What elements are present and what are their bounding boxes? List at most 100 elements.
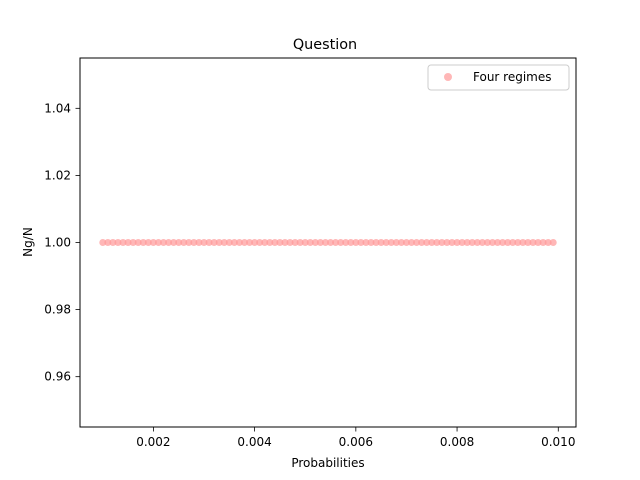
scatter-point [301,239,309,246]
scatter-point [483,239,491,246]
legend-marker [444,73,452,81]
scatter-point [251,239,259,246]
scatter-point [205,239,213,246]
scatter-series-four-regimes [99,239,557,246]
scatter-point [286,239,294,246]
scatter-point [438,239,446,246]
scatter-point [534,239,542,246]
scatter-point [519,239,527,246]
scatter-point [240,239,248,246]
scatter-point [154,239,162,246]
scatter-point [514,239,522,246]
scatter-point [256,239,264,246]
scatter-point [488,239,496,246]
scatter-point [382,239,390,246]
scatter-point [235,239,243,246]
x-tick-label: 0.004 [237,435,271,449]
scatter-point [408,239,416,246]
scatter-point [220,239,228,246]
scatter-point [306,239,314,246]
scatter-point [99,239,107,246]
scatter-point [165,239,173,246]
x-axis-ticks: 0.002 0.004 0.006 0.008 0.010 [136,427,575,449]
scatter-point [468,239,476,246]
x-tick-label: 0.008 [440,435,474,449]
x-tick-label: 0.006 [339,435,373,449]
x-tick-label: 0.002 [136,435,170,449]
scatter-point [271,239,279,246]
y-tick-label: 0.96 [44,370,71,384]
scatter-point [160,239,168,246]
scatter-point [473,239,481,246]
scatter-point [296,239,304,246]
scatter-point [134,239,142,246]
y-tick-label: 1.04 [44,101,71,115]
scatter-point [246,239,254,246]
scatter-point [509,239,517,246]
scatter-point [443,239,451,246]
scatter-point [524,239,532,246]
scatter-point [215,239,223,246]
scatter-point [357,239,365,246]
scatter-point [200,239,208,246]
scatter-point [291,239,299,246]
scatter-point [402,239,410,246]
scatter-point [397,239,405,246]
scatter-point [367,239,375,246]
scatter-point [311,239,319,246]
scatter-point [337,239,345,246]
y-axis-ticks: 0.96 0.98 1.00 1.02 1.04 [44,101,80,384]
scatter-point [347,239,355,246]
scatter-point [170,239,178,246]
scatter-point [327,239,335,246]
y-tick-label: 1.00 [44,236,71,250]
x-tick-label: 0.010 [541,435,575,449]
scatter-point [180,239,188,246]
scatter-point [144,239,152,246]
scatter-point [175,239,183,246]
scatter-point [494,239,502,246]
scatter-point [433,239,441,246]
y-tick-label: 1.02 [44,168,71,182]
scatter-point [139,239,147,246]
y-axis-label: Ng/N [21,227,35,257]
scatter-point [499,239,507,246]
scatter-point [352,239,360,246]
legend-label: Four regimes [473,70,552,84]
y-tick-label: 0.98 [44,303,71,317]
scatter-point [549,239,557,246]
scatter-point [428,239,436,246]
scatter-point [124,239,132,246]
x-axis-label: Probabilities [291,456,364,470]
scatter-point [362,239,370,246]
scatter-point [413,239,421,246]
scatter-point [387,239,395,246]
scatter-point [423,239,431,246]
scatter-point [119,239,127,246]
scatter-point [377,239,385,246]
scatter-point [276,239,284,246]
scatter-point [478,239,486,246]
scatter-point [448,239,456,246]
scatter-point [342,239,350,246]
scatter-point [114,239,122,246]
scatter-point [109,239,117,246]
scatter-point [372,239,380,246]
scatter-point [149,239,157,246]
scatter-point [225,239,233,246]
scatter-point [332,239,340,246]
scatter-point [316,239,324,246]
legend-frame [427,64,570,91]
scatter-point [544,239,552,246]
chart-title: Question [293,37,357,53]
scatter-point [453,239,461,246]
scatter-point [281,239,289,246]
legend: Four regimes [427,64,570,91]
scatter-point [458,239,466,246]
scatter-point [266,239,274,246]
scatter-point [104,239,112,246]
scatter-point [504,239,512,246]
scatter-point [392,239,400,246]
scatter-point [230,239,238,246]
